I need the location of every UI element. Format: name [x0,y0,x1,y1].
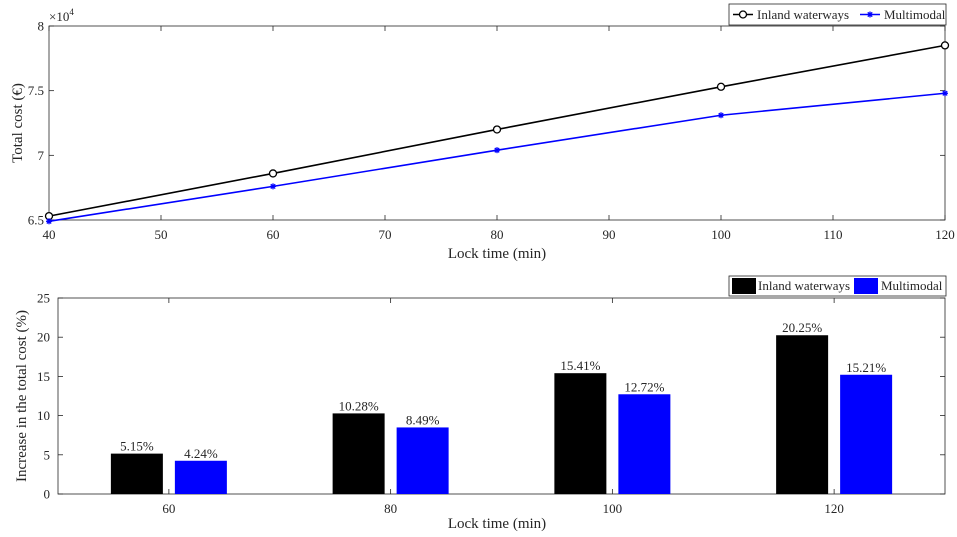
point-multimodal-100 [718,112,724,119]
line-series-group [44,41,950,225]
bar-legend-label-multimodal: Multimodal [881,278,943,293]
bar-multimodal-60 [174,460,227,494]
line-legend-label-inland: Inland waterways [757,7,849,22]
point-inland-waterways-60 [268,169,278,178]
bar-x-tick-label-60: 60 [162,501,175,516]
line-x-tick-label-60: 60 [267,227,280,242]
bar-label-inland-waterways-60: 5.15% [120,439,154,454]
bar-multimodal-120 [840,374,893,494]
bar-label-inland-waterways-100: 15.41% [560,358,600,373]
bar-legend-swatch-inland [732,278,756,294]
point-multimodal-60 [270,183,276,190]
bar-chart: 0 5 10 15 20 25 60 5.15% 4.24% 80 10.28% 8.49% 100 1… [14,275,947,532]
bar-y-tick-label-25: 25 [37,291,50,306]
bar-y-tick-label-0: 0 [44,487,51,502]
bar-label-inland-waterways-120: 20.25% [782,320,822,335]
bar-y-tick-label-5: 5 [44,447,51,462]
line-legend-marker-multimodal [867,11,873,18]
bar-y-ticks: 0 5 10 15 20 25 [37,291,945,502]
line-y-exponent: ×104 [49,7,74,24]
bar-inland-waterways-60 [110,453,163,494]
bar-x-axis-label: Lock time (min) [448,516,546,532]
line-y-tick-label-70000: 7 [38,148,45,163]
line-x-tick-label-40: 40 [43,227,56,242]
line-x-tick-label-120: 120 [935,227,955,242]
bar-label-multimodal-100: 12.72% [624,379,664,394]
bar-legend: Inland waterways Multimodal [728,275,947,297]
point-stroke-3 [270,183,276,190]
line-chart: 40 50 60 70 80 90 100 110 120 6.5 7 7.5 8 ×104 Lock… [10,3,955,262]
line-y-tick-label-80000: 8 [38,19,45,34]
bar-x-tick-label-100: 100 [603,501,623,516]
bar-legend-label-inland: Inland waterways [758,278,850,293]
line-legend-label-multimodal: Multimodal [884,7,946,22]
marker-stroke-3 [867,11,873,18]
bar-x-tick-label-120: 120 [824,501,844,516]
line-x-tick-label-70: 70 [379,227,392,242]
bar-x-tick-label-80: 80 [384,501,397,516]
bar-label-multimodal-120: 15.21% [846,360,886,375]
line-y-ticks: 6.5 7 7.5 8 [28,19,945,228]
bar-label-multimodal-80: 8.49% [406,412,440,427]
bar-legend-swatch-multimodal [854,278,878,294]
point-stroke-3 [494,147,500,153]
bar-inland-waterways-120 [776,335,829,494]
line-y-tick-label-65000: 6.5 [28,213,44,228]
line-legend: Inland waterways Multimodal [728,3,947,26]
bar-y-axis-label: Increase in the total cost (%) [14,310,30,482]
bar-series-group: 60 5.15% 4.24% 80 10.28% 8.49% 100 15.41% 12.72%… [110,298,893,516]
bar-multimodal-80 [396,427,449,494]
bar-label-inland-waterways-80: 10.28% [339,398,379,413]
line-x-tick-label-80: 80 [491,227,504,242]
point-stroke-3 [46,218,52,224]
bar-y-tick-label-20: 20 [37,330,50,345]
line-x-tick-label-90: 90 [603,227,616,242]
line-x-ticks: 40 50 60 70 80 90 100 110 120 [43,26,955,242]
line-x-tick-label-50: 50 [155,227,168,242]
bar-y-tick-label-15: 15 [37,369,50,384]
line-y-axis-label: Total cost (€) [10,83,26,163]
bar-multimodal-100 [618,394,671,494]
point-inland-waterways-120 [940,41,950,50]
point-inland-waterways-100 [716,82,726,91]
line-x-tick-label-100: 100 [711,227,731,242]
bar-y-tick-label-10: 10 [37,408,50,423]
line-x-tick-label-110: 110 [823,227,842,242]
point-stroke-3 [942,90,948,96]
line-y-tick-label-75000: 7.5 [28,83,44,98]
point-stroke-3 [718,112,724,118]
point-inland-waterways-80 [492,125,502,134]
line-legend-box [728,3,947,26]
point-multimodal-80 [494,147,500,154]
bar-label-multimodal-60: 4.24% [184,446,218,461]
line-x-axis-label: Lock time (min) [448,246,546,262]
bar-inland-waterways-100 [554,373,607,494]
bar-inland-waterways-80 [332,413,385,494]
point-multimodal-120 [942,90,948,97]
line-legend-marker-inland [738,10,748,19]
bar-legend-box [728,275,947,297]
point-multimodal-40 [46,218,52,225]
